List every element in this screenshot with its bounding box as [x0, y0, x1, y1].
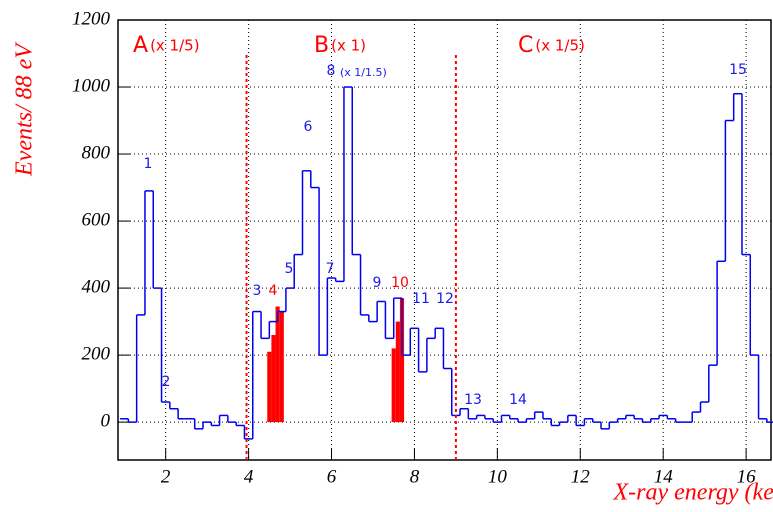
- region-letter: A: [133, 33, 148, 58]
- region-scale: (x 1/5): [535, 37, 585, 55]
- region-letter: C: [518, 33, 533, 58]
- peak-note: (x 1/1.5): [340, 66, 387, 79]
- peak-label: 11: [412, 291, 430, 307]
- y-axis-title: Events/ 88 eV: [12, 42, 38, 177]
- peak-label: 5: [285, 261, 294, 277]
- x-tick-label: 16: [737, 466, 757, 487]
- y-tick-label: 600: [82, 209, 111, 230]
- x-tick-label: 6: [327, 466, 337, 487]
- x-tick-label: 14: [654, 466, 674, 487]
- x-tick-label: 12: [571, 466, 591, 487]
- y-tick-label: 0: [101, 410, 111, 431]
- peak-label: 4: [269, 283, 278, 299]
- filled-bin: [267, 351, 272, 423]
- region-letter: B: [314, 33, 329, 58]
- peak-label: 2: [162, 374, 171, 390]
- filled-bin: [275, 306, 280, 423]
- x-axis-title: X-ray energy (keV): [613, 480, 773, 506]
- plot-frame: [117, 19, 772, 461]
- y-tick-label: 400: [82, 276, 111, 297]
- peak-label: 7: [326, 261, 335, 277]
- y-tick-label: 200: [82, 343, 111, 364]
- y-tick-label: 800: [82, 142, 111, 163]
- y-tick-label: 1000: [72, 75, 111, 96]
- region-scale: (x 1/5): [150, 37, 200, 55]
- peak-label: 3: [253, 283, 262, 299]
- region-scale: (x 1): [331, 37, 366, 55]
- filled-bin: [279, 311, 284, 423]
- peak-label: 8: [327, 63, 336, 79]
- filled-bin: [271, 335, 276, 423]
- peak-label: 9: [373, 275, 382, 291]
- x-tick-label: 10: [488, 466, 508, 487]
- x-tick-label: 2: [161, 466, 171, 487]
- filled-bin: [399, 298, 405, 423]
- peak-label: 1: [144, 156, 153, 172]
- x-tick-label: 8: [410, 466, 420, 487]
- x-tick-label: 4: [244, 466, 254, 487]
- peak-label: 13: [464, 392, 482, 408]
- filled-bin: [395, 321, 400, 423]
- peak-label: 10: [391, 275, 409, 291]
- peak-label: 6: [304, 119, 313, 135]
- filled-bin: [391, 348, 396, 423]
- peak-label: 14: [509, 392, 527, 408]
- peak-label: 12: [436, 291, 454, 307]
- y-tick-label: 1200: [72, 8, 111, 29]
- peak-label: 15: [729, 62, 747, 78]
